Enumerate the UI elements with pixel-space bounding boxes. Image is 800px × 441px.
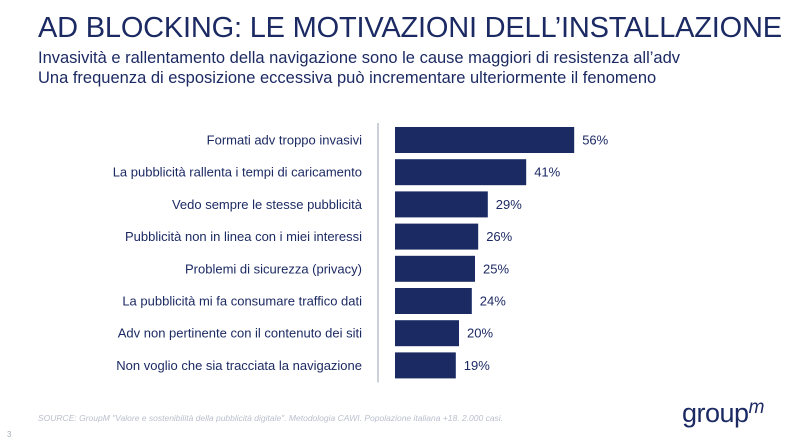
bar-value-label: 56% [582, 133, 608, 148]
bar-value-label: 26% [486, 229, 512, 244]
logo-superscript: m [748, 397, 765, 418]
page-number: 3 [7, 430, 12, 439]
logo-text: group [682, 398, 749, 428]
category-label: La pubblicità rallenta i tempi di carica… [113, 165, 362, 180]
category-label: Adv non pertinente con il contenuto dei … [118, 326, 362, 341]
category-label: La pubblicità mi fa consumare traffico d… [122, 294, 362, 309]
bar [395, 320, 459, 347]
category-label: Pubblicità non in linea con i miei inter… [125, 229, 362, 244]
groupm-logo: groupm [682, 397, 765, 429]
category-label: Vedo sempre le stesse pubblicità [172, 197, 363, 212]
bar [395, 159, 527, 186]
bar-value-label: 25% [483, 261, 509, 276]
page-title: AD BLOCKING: LE MOTIVAZIONI DELL’INSTALL… [38, 12, 782, 44]
bar [395, 127, 575, 153]
bar [395, 255, 475, 282]
category-label: Formati adv troppo invasivi [207, 133, 362, 148]
category-label: Non voglio che sia tracciata la navigazi… [116, 358, 362, 373]
bar-value-label: 29% [496, 197, 522, 212]
bar [395, 223, 479, 250]
bar [395, 191, 488, 218]
bar-value-label: 24% [480, 294, 506, 309]
bar-value-label: 20% [467, 326, 493, 341]
source-note: SOURCE: GroupM "Valore e sostenibilità d… [38, 413, 504, 423]
bar-value-label: 41% [534, 165, 560, 180]
bar [395, 288, 472, 314]
category-label: Problemi di sicurezza (privacy) [185, 261, 362, 276]
subtitle-line-1: Invasività e rallentamento della navigaz… [38, 49, 681, 67]
subtitle-line-2: Una frequenza di esposizione eccessiva p… [38, 69, 657, 87]
bar-value-label: 19% [464, 358, 490, 373]
bar [395, 352, 456, 379]
